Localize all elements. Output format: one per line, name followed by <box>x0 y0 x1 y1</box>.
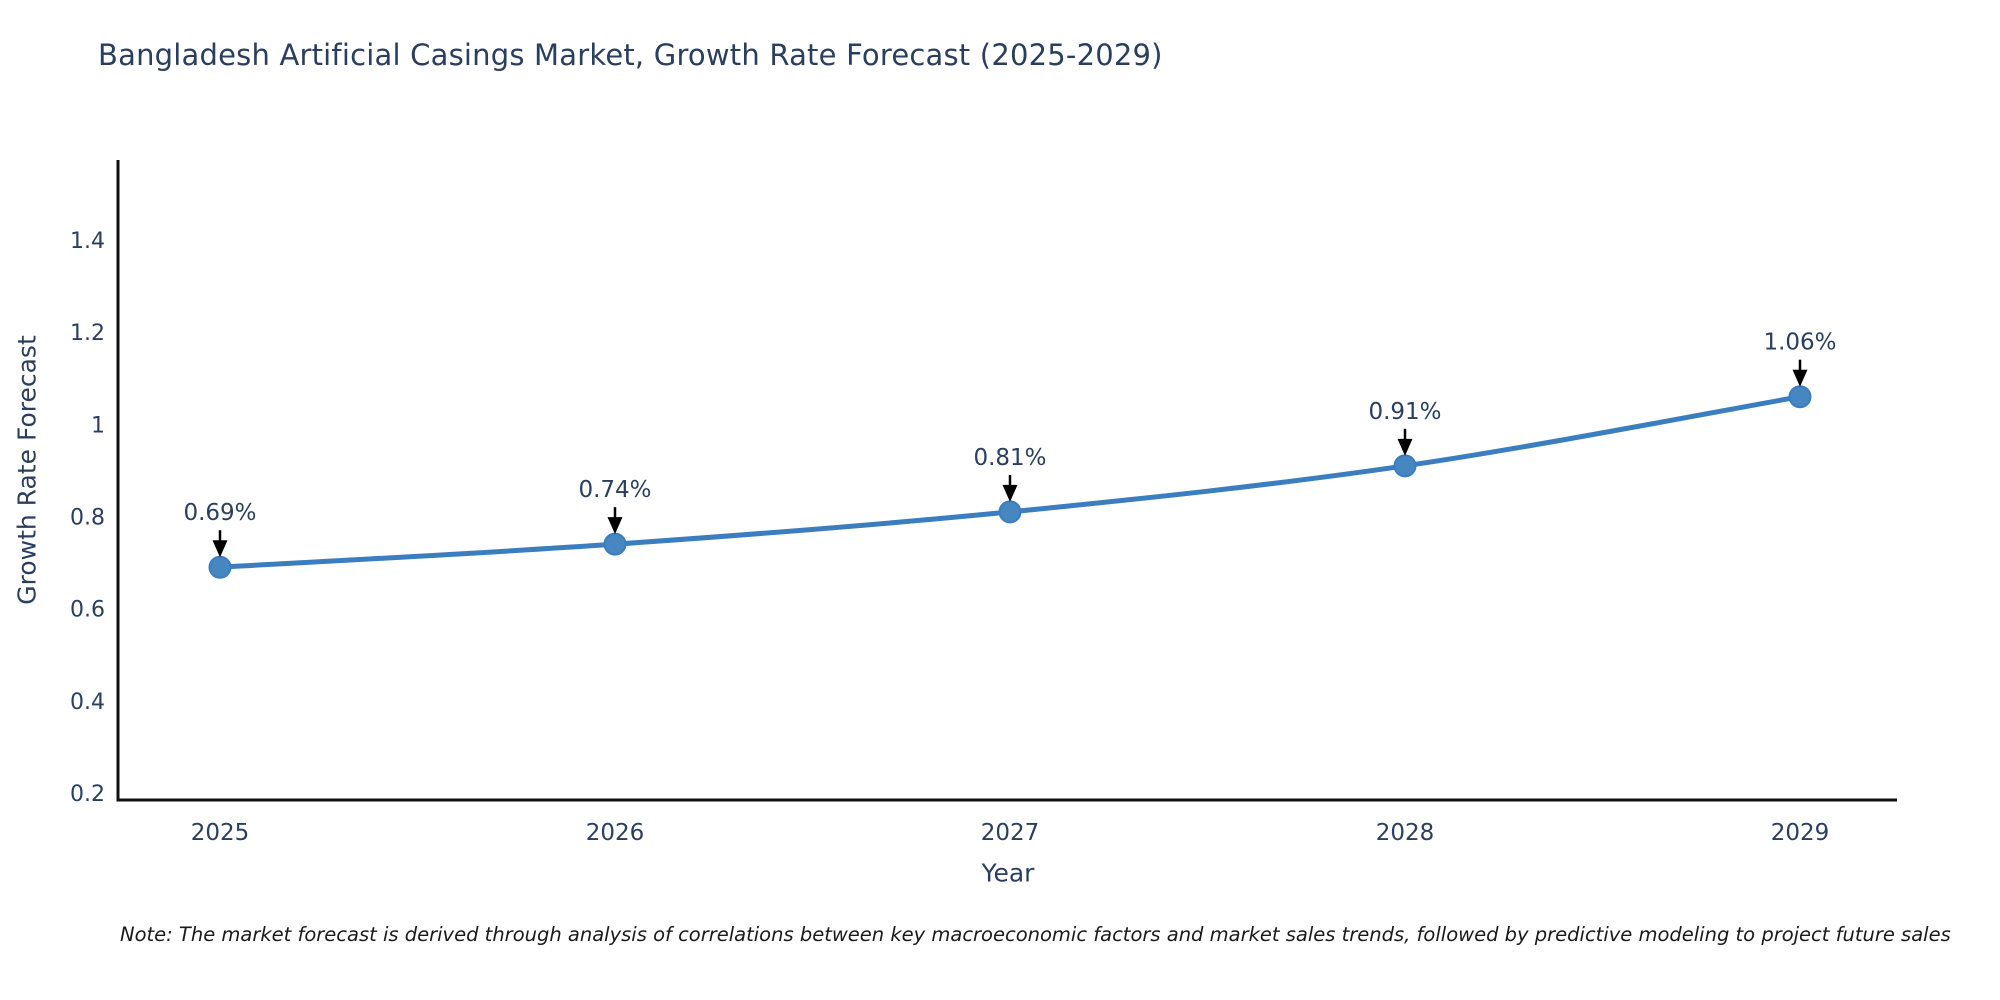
data-point-marker <box>1393 454 1417 478</box>
y-tick-label: 0.6 <box>70 598 105 623</box>
data-point-marker <box>208 555 232 579</box>
x-tick-label: 2027 <box>981 820 1040 846</box>
y-tick-label: 1.4 <box>70 229 105 254</box>
y-axis-title: Growth Rate Forecast <box>12 335 42 605</box>
data-point-marker <box>603 532 627 556</box>
point-annotation-label: 0.91% <box>1368 399 1441 425</box>
y-tick-label: 1.2 <box>70 321 105 346</box>
point-annotation-label: 0.81% <box>973 445 1046 471</box>
x-tick-label: 2025 <box>191 820 250 846</box>
x-tick-label: 2028 <box>1376 820 1435 846</box>
point-annotation-label: 0.74% <box>578 477 651 503</box>
annotation-arrowhead <box>1002 484 1018 502</box>
annotation-arrowhead <box>1397 438 1413 456</box>
x-tick-label: 2026 <box>586 820 645 846</box>
y-tick-label: 1 <box>91 413 105 438</box>
annotation-arrowhead <box>1792 369 1808 387</box>
x-axis-title: Year <box>981 858 1035 888</box>
annotation-arrowhead <box>607 517 623 535</box>
y-tick-label: 0.8 <box>70 506 105 531</box>
data-point-marker <box>1788 385 1812 409</box>
x-tick-label: 2029 <box>1771 820 1830 846</box>
point-annotation-label: 0.69% <box>183 500 256 526</box>
y-tick-label: 0.2 <box>70 782 105 807</box>
data-point-marker <box>998 500 1022 524</box>
y-tick-label: 0.4 <box>70 690 105 715</box>
annotation-arrowhead <box>212 540 228 558</box>
footnote: Note: The market forecast is derived thr… <box>120 923 1951 946</box>
chart-title: Bangladesh Artificial Casings Market, Gr… <box>98 38 1163 72</box>
point-annotation-label: 1.06% <box>1763 330 1836 356</box>
